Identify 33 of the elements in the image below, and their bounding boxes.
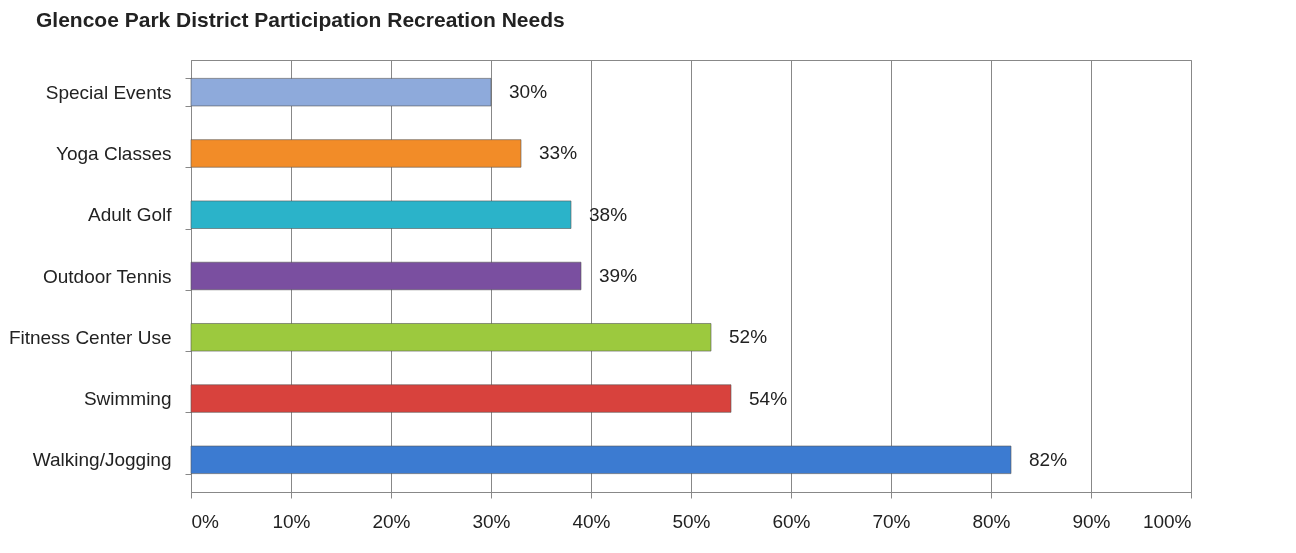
x-tick-label: 50% [672, 510, 711, 532]
x-tick-label: 60% [772, 510, 811, 532]
x-tick-label: 30% [472, 510, 511, 532]
y-tick-label: Swimming [83, 388, 172, 410]
data-label: 38% [589, 203, 628, 225]
y-tick-label: Walking/Jogging [32, 449, 172, 471]
data-label: 54% [749, 387, 788, 409]
data-label: 52% [729, 326, 768, 348]
x-tick-label: 100% [1142, 510, 1192, 532]
x-tick-label: 0% [191, 510, 220, 532]
bar [190, 200, 572, 229]
x-tick-label: 90% [1072, 510, 1111, 532]
bar [190, 384, 732, 413]
y-tick-label: Fitness Center Use [8, 326, 172, 348]
bar [190, 323, 712, 352]
y-tick-label: Adult Golf [88, 204, 173, 226]
data-label: 30% [509, 81, 548, 103]
bar [190, 261, 582, 291]
x-tick-label: 40% [572, 510, 611, 532]
x-tick-label: 20% [372, 510, 411, 532]
data-label: 39% [599, 265, 638, 286]
x-tick-label: 80% [972, 510, 1011, 532]
chart-title: Glencoe Park District Participation Recreation Needs [36, 8, 565, 31]
y-tick-label: Special Events [45, 81, 172, 103]
y-tick-label: Outdoor Tennis [42, 265, 172, 287]
y-tick-label: Yoga Classes [56, 142, 172, 164]
x-tick-label: 70% [872, 510, 911, 532]
x-tick-label: 10% [272, 510, 311, 532]
data-label: 82% [1029, 448, 1068, 470]
bar [190, 139, 522, 168]
bar [190, 445, 1012, 474]
bar [190, 78, 492, 107]
data-label: 33% [539, 142, 578, 164]
